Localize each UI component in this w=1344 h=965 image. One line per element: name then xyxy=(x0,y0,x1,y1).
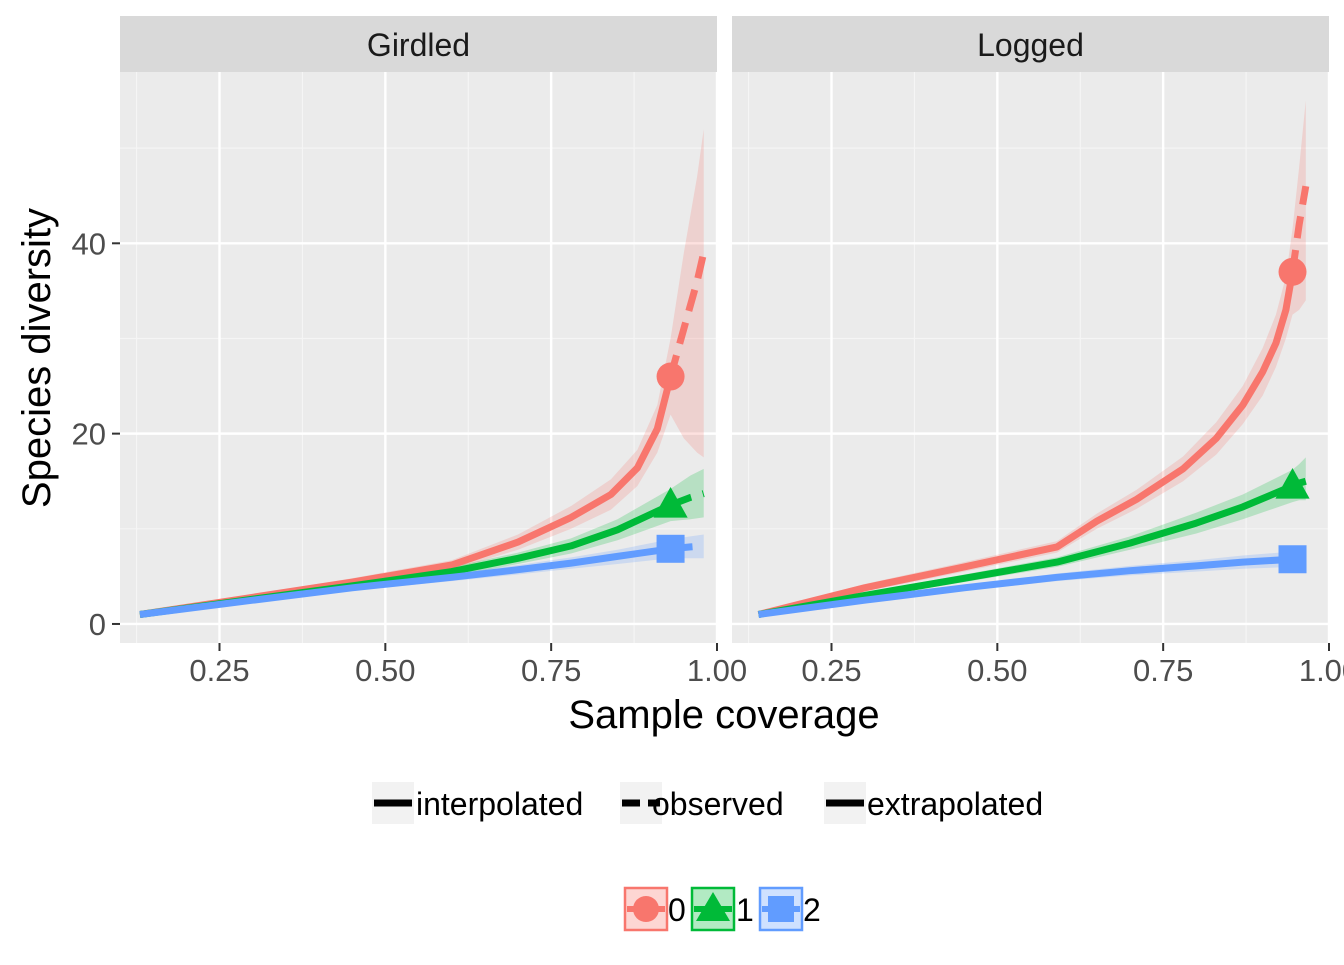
x-tick-label: 1.00 xyxy=(687,653,747,688)
legend-key-circle xyxy=(633,896,659,922)
facet-strip-label: Logged xyxy=(977,27,1084,63)
y-tick-label: 20 xyxy=(72,417,106,452)
x-axis-title: Sample coverage xyxy=(568,693,879,737)
legend-key-square xyxy=(768,896,794,922)
observed-point-0 xyxy=(656,362,685,391)
x-tick-label: 0.50 xyxy=(355,653,415,688)
facet-strip xyxy=(732,16,1329,72)
line-interpolated-2 xyxy=(139,545,672,618)
confidence-band-0 xyxy=(758,100,1306,617)
y-tick-label: 40 xyxy=(72,226,106,261)
x-tick-label: 1.00 xyxy=(1299,653,1344,688)
y-axis-title: Species diversity xyxy=(15,208,59,508)
line-extrapolated-0 xyxy=(667,252,708,378)
legend-label-interpolated: interpolated xyxy=(416,786,583,822)
x-tick-label: 0.50 xyxy=(967,653,1027,688)
panel-logged: Logged 0.25 0.50 0.75 1.00 xyxy=(732,16,1344,688)
line-interpolated-1 xyxy=(757,482,1294,618)
observed-point-2 xyxy=(1278,545,1307,574)
legend-label-order-2: 2 xyxy=(803,892,821,928)
x-tick-label: 0.75 xyxy=(521,653,581,688)
facet-strip xyxy=(120,16,717,72)
observed-point-1 xyxy=(1275,467,1310,499)
facet-panels: Girdled 0.25 0.50 0.75 1.00 0 20 40 Logged 0.25 0.… xyxy=(72,16,1344,688)
x-tick-label: 0.25 xyxy=(189,653,249,688)
line-interpolated-0 xyxy=(757,271,1296,618)
legend-key-triangle xyxy=(696,892,730,921)
legend-method: interpolated observed extrapolated xyxy=(372,782,1043,824)
x-tick-label: 0.25 xyxy=(801,653,861,688)
observed-point-1 xyxy=(653,487,688,518)
line-interpolated-2 xyxy=(758,555,1293,618)
legend-label-extrapolated: extrapolated xyxy=(867,786,1043,822)
legend-label-observed: observed xyxy=(652,786,784,822)
x-tick-label: 0.75 xyxy=(1133,653,1193,688)
panel-girdled: Girdled 0.25 0.50 0.75 1.00 0 20 40 xyxy=(72,16,747,688)
legend-order: 0 1 2 xyxy=(623,886,821,932)
observed-point-2 xyxy=(656,534,685,563)
line-extrapolated-0 xyxy=(1289,185,1310,273)
legend-label-order-0: 0 xyxy=(668,892,686,928)
y-tick-label: 0 xyxy=(89,607,106,642)
facet-strip-label: Girdled xyxy=(367,27,470,63)
observed-point-0 xyxy=(1278,257,1307,286)
legend-label-order-1: 1 xyxy=(736,892,754,928)
